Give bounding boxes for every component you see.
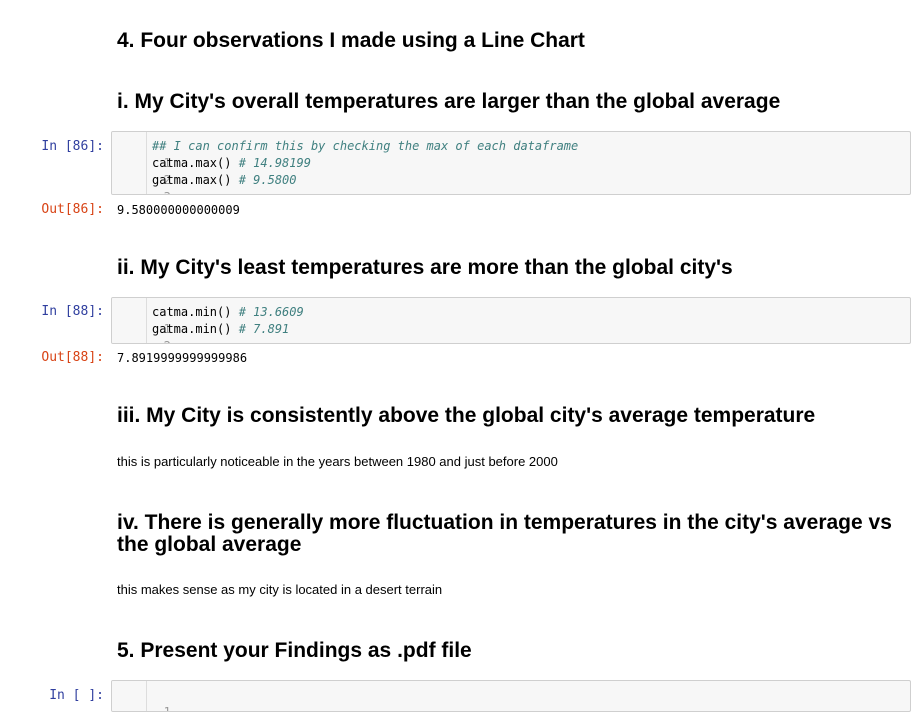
input-prompt: In [ ]: — [49, 688, 104, 703]
input-prompt: In [88]: — [41, 304, 104, 319]
code-comment: # 9.5800 — [238, 173, 297, 187]
line-number: 1 — [163, 322, 171, 336]
line-number-gutter — [112, 132, 147, 194]
output-prompt: Out[86]: — [41, 202, 104, 217]
line-number-gutter — [112, 681, 147, 711]
code-cell[interactable]: 1 — [111, 680, 911, 712]
line-number: 2 — [163, 173, 171, 187]
code-line: 1 catma.min() # 13.6609 — [112, 304, 304, 336]
code-line: 2gatma.min() # 7.891 — [112, 321, 289, 343]
code-comment: # 7.891 — [238, 322, 290, 336]
observation-text-iii: this is particularly noticeable in the y… — [117, 454, 558, 469]
observation-heading-iii: iii. My City is consistently above the g… — [117, 404, 816, 427]
output-prompt: Out[88]: — [41, 350, 104, 365]
code-comment: # 13.6609 — [238, 305, 304, 319]
input-prompt: In [86]: — [41, 139, 104, 154]
observation-heading-ii: ii. My City's least temperatures are mor… — [117, 256, 733, 279]
observation-heading-i: i. My City's overall temperatures are la… — [117, 90, 781, 113]
line-number-gutter — [112, 298, 147, 343]
code-line: 3gatma.max() # 9.5800 — [112, 172, 297, 194]
cell-output: 9.580000000000009 — [117, 203, 240, 217]
section-heading-4: 4. Four observations I made using a Line… — [117, 29, 585, 52]
code-comment: ## I can confirm this by checking the ma… — [152, 139, 579, 153]
cell-output: 7.8919999999999986 — [117, 351, 248, 365]
observation-heading-iv: iv. There is generally more fluctuation … — [117, 511, 892, 556]
code-cell[interactable]: 1 ## I can confirm this by checking the m… — [111, 131, 911, 195]
line-number: 1 — [163, 705, 171, 712]
observation-text-iv: this makes sense as my city is located i… — [117, 582, 443, 597]
code-comment: # 14.98199 — [238, 156, 311, 170]
line-number: 2 — [141, 338, 171, 343]
line-number: 1 — [163, 156, 171, 170]
code-line: 2 catma.max() # 14.98199 — [112, 155, 311, 187]
section-heading-5: 5. Present your Findings as .pdf file — [117, 639, 472, 662]
line-number: 3 — [141, 189, 171, 194]
code-line: 1 ## I can confirm this by checking the m… — [112, 138, 578, 170]
code-line: 1 — [112, 687, 171, 711]
